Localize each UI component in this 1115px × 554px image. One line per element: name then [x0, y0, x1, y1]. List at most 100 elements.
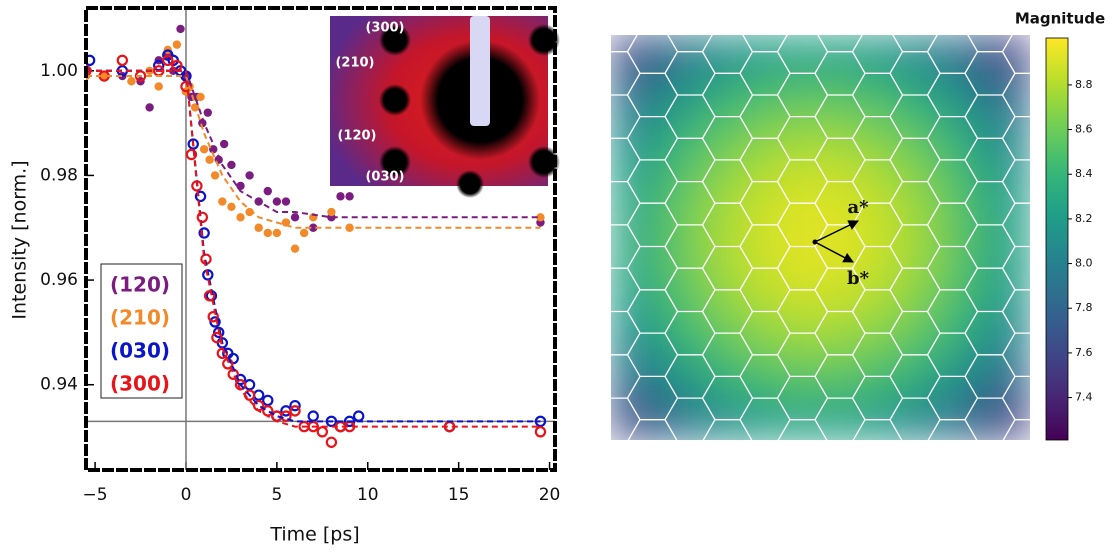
- heatmap-cell: [988, 157, 1030, 198]
- inset-spot: [379, 84, 411, 116]
- data-point: [282, 197, 290, 205]
- data-point: [118, 56, 127, 65]
- data-point: [200, 145, 208, 153]
- heatmap-cell: [904, 35, 946, 76]
- heatmap-cell: [988, 359, 1030, 400]
- heatmap-cell: [737, 35, 779, 76]
- heatmap-cell: [946, 116, 988, 157]
- heatmap-cell: [653, 116, 695, 157]
- data-point: [155, 82, 163, 90]
- data-point: [354, 412, 363, 421]
- right-panel: a* b* 7.4 7.6 7.8 8.0 8.2 8.4 8.6 8.8: [553, 0, 1115, 550]
- data-point: [218, 197, 226, 205]
- legend-label: (030): [110, 339, 170, 363]
- heatmap-cell: [904, 319, 946, 360]
- heatmap-cell: [904, 238, 946, 279]
- heatmap-cell: [611, 319, 653, 360]
- data-point: [264, 229, 272, 237]
- data-point: [205, 156, 213, 164]
- data-point: [236, 182, 244, 190]
- heatmap-cell: [904, 116, 946, 157]
- heatmap-cell: [737, 197, 779, 238]
- data-point: [254, 224, 262, 232]
- heatmap-cell: [988, 319, 1030, 360]
- heatmap-cell: [695, 319, 737, 360]
- vector-label: a*: [847, 197, 869, 218]
- heatmap-cell: [904, 76, 946, 117]
- heatmap-cell: [904, 278, 946, 319]
- heatmap-cell: [779, 359, 821, 400]
- heatmap-cell: [862, 35, 904, 76]
- heatmap-cell: [737, 359, 779, 400]
- data-point: [300, 229, 308, 237]
- data-point: [536, 427, 545, 436]
- heatmap-cell: [737, 238, 779, 279]
- heatmap-cell: [821, 35, 863, 76]
- heatmap-cell: [653, 319, 695, 360]
- colorbar-tick-label: 8.2: [1075, 212, 1093, 225]
- vector-label: b*: [847, 268, 870, 289]
- inset-label: (120): [337, 129, 376, 144]
- heatmap-cell: [988, 76, 1030, 117]
- figure: −5051015200.940.960.981.00 (300) (210) (…: [0, 0, 1115, 554]
- heatmap-cell: [611, 35, 653, 76]
- data-point: [291, 244, 299, 252]
- y-axis-label: Intensity [norm.]: [9, 160, 31, 319]
- data-point: [227, 161, 235, 169]
- data-point: [318, 427, 327, 436]
- inset-label: (210): [335, 56, 374, 71]
- x-tick-label: 0: [181, 485, 192, 505]
- data-point: [309, 412, 318, 421]
- data-point: [273, 197, 281, 205]
- vector-origin: [813, 240, 818, 245]
- data-point: [227, 203, 235, 211]
- data-point: [291, 213, 299, 221]
- y-tick-label: 0.94: [40, 375, 78, 395]
- data-point: [327, 438, 336, 447]
- inset-image: (300) (210) (120) (030): [330, 16, 560, 198]
- heatmap-cell: [821, 157, 863, 198]
- data-point: [173, 40, 181, 48]
- colorbar-tick-label: 8.0: [1075, 257, 1093, 270]
- y-tick-label: 1.00: [40, 61, 78, 81]
- heatmap-cell: [779, 157, 821, 198]
- heatmap-cell: [611, 116, 653, 157]
- heatmap-cell: [611, 359, 653, 400]
- heatmap-cell: [611, 278, 653, 319]
- inset-label: (300): [365, 21, 404, 36]
- heatmap-cell: [611, 238, 653, 279]
- data-point: [196, 93, 204, 101]
- legend-label: (300): [110, 372, 170, 396]
- colorbar-label: Magnitude: [1015, 10, 1105, 28]
- heatmap-cell: [653, 359, 695, 400]
- colorbar-tick-label: 7.4: [1075, 391, 1093, 404]
- data-point: [127, 77, 135, 85]
- data-point: [264, 187, 272, 195]
- y-tick-label: 0.96: [40, 270, 78, 290]
- colorbar-tick-label: 8.6: [1075, 123, 1093, 136]
- y-tick-label: 0.98: [40, 165, 78, 185]
- heatmap-cell: [653, 238, 695, 279]
- colorbar-tick-label: 8.8: [1075, 78, 1093, 91]
- heatmap-cell: [946, 278, 988, 319]
- colorbar-tick-label: 7.6: [1075, 346, 1093, 359]
- x-tick-label: 10: [357, 485, 379, 505]
- heatmap-cell: [653, 35, 695, 76]
- data-point: [254, 391, 263, 400]
- heatmap-cell: [779, 35, 821, 76]
- heatmap-cell: [695, 157, 737, 198]
- data-point: [176, 25, 184, 33]
- data-point: [273, 229, 281, 237]
- heatmap-cell: [946, 319, 988, 360]
- colorbar-tick-label: 7.8: [1075, 301, 1093, 314]
- heatmap-cell: [653, 278, 695, 319]
- heatmap-cell: [737, 400, 779, 441]
- data-point: [236, 213, 244, 221]
- colorbar-tick-label: 8.4: [1075, 167, 1093, 180]
- legend-label: (120): [110, 273, 170, 297]
- heatmap-cell: [695, 278, 737, 319]
- data-point: [263, 396, 272, 405]
- heatmap-cell: [611, 76, 653, 117]
- inset-label: (030): [365, 170, 404, 185]
- heatmap-cell: [904, 157, 946, 198]
